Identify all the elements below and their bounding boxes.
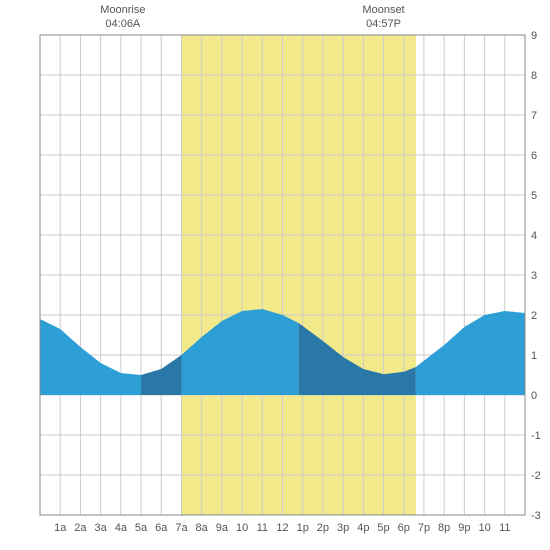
y-tick-label: 6 (531, 150, 537, 162)
x-tick-label: 5a (135, 522, 148, 534)
x-tick-label: 8a (196, 522, 209, 534)
x-tick-label: 4a (115, 522, 128, 534)
y-tick-label: 4 (531, 230, 537, 242)
moonrise-annotation: Moonrise 04:06A (93, 3, 153, 32)
x-tick-label: 11 (257, 522, 268, 534)
x-tick-label: 11 (499, 522, 510, 534)
x-tick-label: 2p (317, 522, 329, 534)
x-tick-label: 1p (297, 522, 309, 534)
x-tick-label: 10 (478, 522, 490, 534)
moonset-annotation: Moonset 04:57P (354, 3, 414, 32)
x-tick-label: 12 (276, 522, 288, 534)
y-tick-label: -3 (531, 510, 541, 522)
x-tick-label: 5p (377, 522, 389, 534)
moonset-time: 04:57P (354, 17, 414, 31)
x-tick-label: 8p (438, 522, 450, 534)
x-tick-label: 3p (337, 522, 349, 534)
y-tick-label: -1 (531, 430, 541, 442)
y-tick-label: 0 (531, 390, 537, 402)
moonrise-label: Moonrise (93, 3, 153, 17)
y-tick-label: 3 (531, 270, 537, 282)
x-tick-label: 6a (155, 522, 168, 534)
y-tick-label: 5 (531, 190, 537, 202)
x-tick-label: 9a (216, 522, 229, 534)
y-tick-label: 9 (531, 30, 537, 42)
tide-chart: 1a2a3a4a5a6a7a8a9a1011121p2p3p4p5p6p7p8p… (0, 0, 550, 550)
x-tick-label: 6p (398, 522, 410, 534)
moonrise-time: 04:06A (93, 17, 153, 31)
x-tick-label: 10 (236, 522, 248, 534)
y-tick-label: 2 (531, 310, 537, 322)
x-tick-label: 9p (458, 522, 470, 534)
chart-svg: 1a2a3a4a5a6a7a8a9a1011121p2p3p4p5p6p7p8p… (0, 0, 550, 550)
x-tick-label: 3a (95, 522, 108, 534)
y-tick-label: 1 (531, 350, 537, 362)
moonset-label: Moonset (354, 3, 414, 17)
x-tick-label: 7a (175, 522, 188, 534)
y-tick-label: 8 (531, 70, 537, 82)
x-tick-label: 1a (54, 522, 67, 534)
x-tick-label: 4p (357, 522, 369, 534)
y-tick-label: 7 (531, 110, 537, 122)
x-tick-label: 7p (418, 522, 430, 534)
y-tick-label: -2 (531, 470, 541, 482)
x-tick-label: 2a (74, 522, 87, 534)
